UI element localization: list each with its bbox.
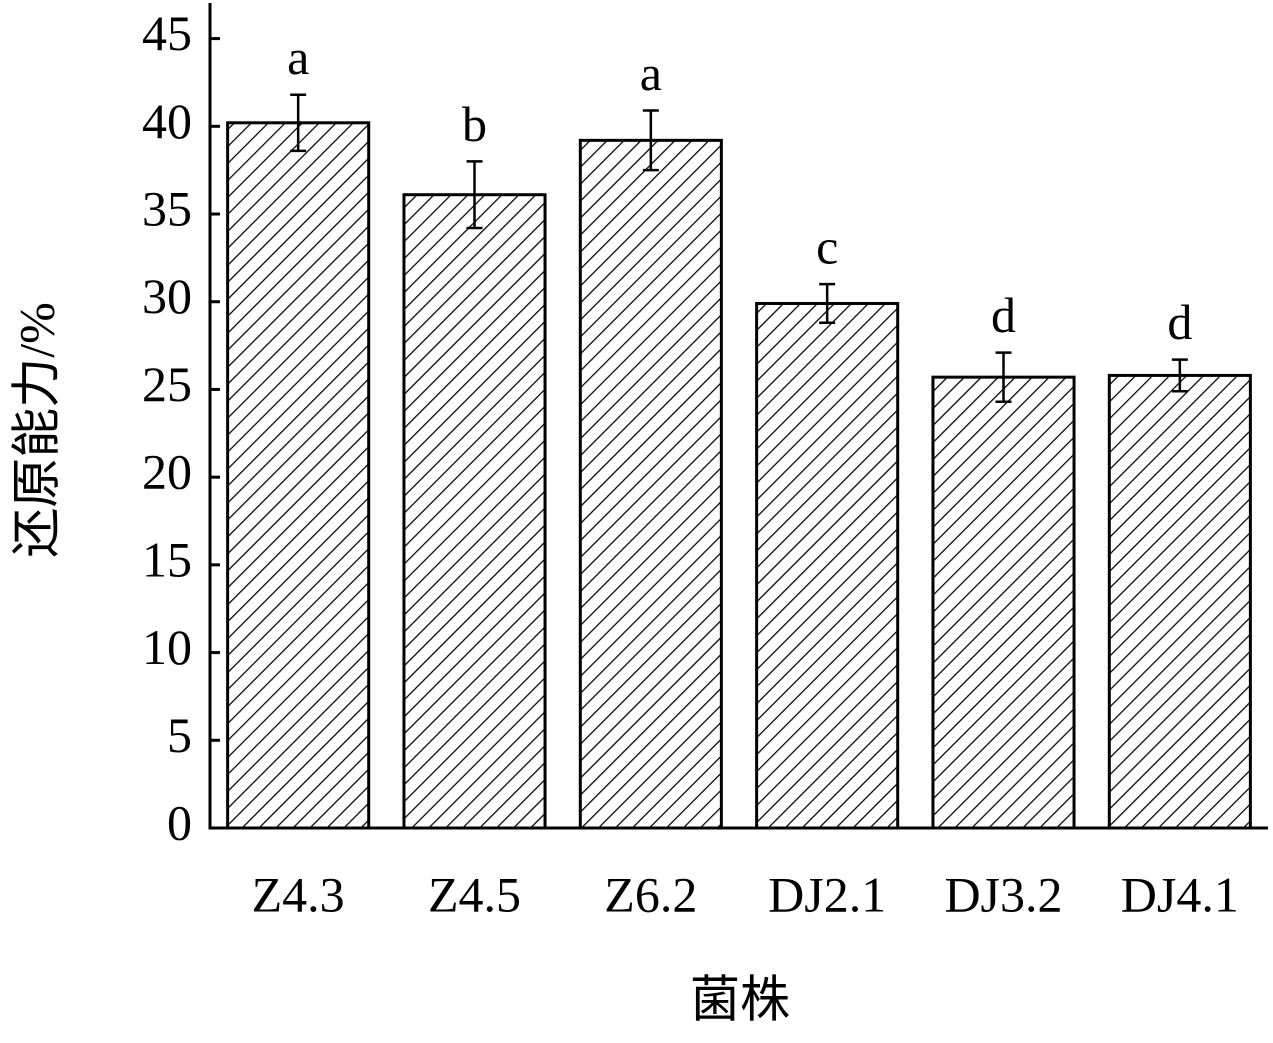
significance-label: d — [1167, 294, 1192, 350]
x-tick-label: Z4.3 — [252, 866, 345, 922]
bar — [931, 375, 1076, 830]
error-bar — [995, 351, 1012, 403]
significance-label: c — [816, 219, 838, 275]
axes — [208, 3, 1268, 830]
bar — [755, 301, 900, 830]
y-tick-label: 0 — [167, 794, 192, 850]
error-bar — [1171, 358, 1188, 393]
y-tick-label: 15 — [142, 531, 192, 587]
significance-label: a — [640, 45, 662, 101]
y-tick-label: 35 — [142, 180, 192, 236]
y-tick-label: 10 — [142, 619, 192, 675]
y-tick-label: 20 — [142, 444, 192, 500]
y-tick-label: 25 — [142, 356, 192, 412]
y-tick-label: 30 — [142, 268, 192, 324]
significance-label: a — [287, 29, 309, 85]
y-tick-label: 40 — [142, 93, 192, 149]
x-tick-label: DJ4.1 — [1121, 866, 1239, 922]
y-axis-label: 还原能力/% — [8, 302, 64, 558]
error-bar — [819, 282, 836, 325]
error-bar — [466, 160, 483, 230]
bar — [578, 138, 723, 830]
bar — [226, 121, 371, 830]
x-tick-label: DJ3.2 — [944, 866, 1062, 922]
significance-label: d — [991, 287, 1016, 343]
significance-label: b — [462, 96, 487, 152]
x-tick-label: Z6.2 — [604, 866, 697, 922]
error-bar — [290, 93, 307, 153]
x-tick-label: Z4.5 — [428, 866, 521, 922]
x-tick-label: DJ2.1 — [768, 866, 886, 922]
y-tick-label: 5 — [167, 707, 192, 763]
error-bar — [642, 109, 659, 172]
bar — [1107, 373, 1252, 830]
x-axis-label: 菌株 — [690, 971, 790, 1027]
y-tick-label: 45 — [142, 5, 192, 61]
bar — [402, 193, 547, 830]
